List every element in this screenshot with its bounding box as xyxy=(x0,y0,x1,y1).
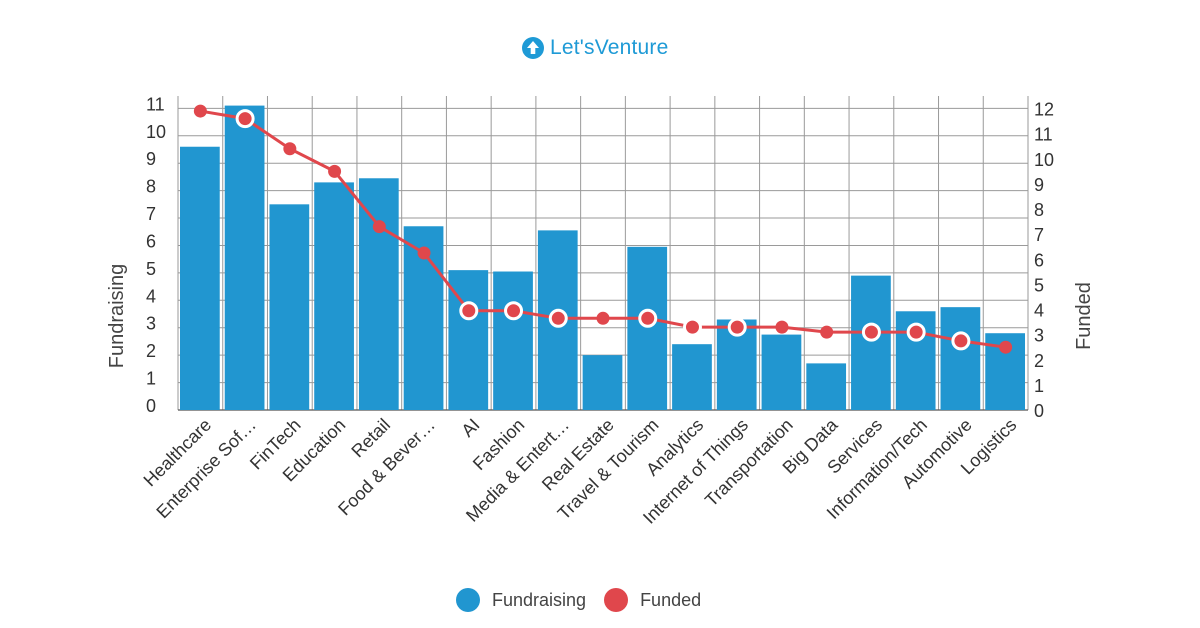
point-analytics xyxy=(682,317,702,337)
chart-legend: Fundraising Funded xyxy=(456,588,719,612)
point-travel-tourism xyxy=(638,308,658,328)
bar-enterprise-sof xyxy=(224,105,265,410)
y-left-tick-label: 2 xyxy=(146,341,156,361)
legend-label-fundraising: Fundraising xyxy=(492,589,587,610)
y-left-axis-title: Fundraising xyxy=(106,264,128,369)
bar-analytics xyxy=(672,344,712,410)
y-right-tick-label: 5 xyxy=(1034,275,1044,295)
point-real-estate xyxy=(596,311,610,325)
brand-name: Let'sVenture xyxy=(550,36,669,59)
brand-logo: Let'sVenture xyxy=(522,32,669,64)
y-right-tick-label: 3 xyxy=(1034,326,1044,346)
up-arrow-icon xyxy=(522,37,544,59)
bar-automotive xyxy=(940,307,981,410)
y-right-tick-label: 7 xyxy=(1034,225,1044,245)
bar-healthcare xyxy=(180,146,220,410)
point-big-data xyxy=(820,325,834,339)
y-right-tick-label: 2 xyxy=(1034,351,1044,371)
funded-points xyxy=(193,104,1013,354)
point-retail xyxy=(372,220,386,234)
point-automotive xyxy=(951,331,971,351)
y-left-tick-label: 11 xyxy=(146,94,165,114)
point-food-bever xyxy=(417,246,431,260)
y-left-tick-label: 5 xyxy=(146,259,156,279)
point-enterprise-sof xyxy=(235,109,255,129)
y-left-tick-label: 8 xyxy=(146,177,156,197)
y-right-tick-label: 11 xyxy=(1034,125,1053,145)
point-transportation xyxy=(775,320,789,334)
legend-label-funded: Funded xyxy=(640,589,702,610)
y-left-tick-label: 3 xyxy=(146,314,156,334)
fundraising-bars xyxy=(180,105,1025,410)
bar-big-data xyxy=(806,363,847,410)
y-left-tick-label: 6 xyxy=(146,231,156,251)
point-fashion xyxy=(504,301,524,321)
legend-swatch-funded xyxy=(604,588,629,612)
bar-fashion xyxy=(493,271,533,410)
point-media-entert xyxy=(548,308,568,328)
point-fintech xyxy=(283,142,297,156)
y-left-tick-label: 9 xyxy=(146,149,156,169)
legend-swatch-fundraising xyxy=(456,588,480,612)
bar-fintech xyxy=(269,204,310,410)
bar-real-estate xyxy=(582,355,623,410)
y-right-tick-label: 10 xyxy=(1034,150,1054,170)
point-internet-of-things xyxy=(727,317,747,337)
y-right-tick-label: 0 xyxy=(1034,401,1044,421)
y-left-tick-label: 1 xyxy=(146,369,156,389)
point-services xyxy=(861,322,881,342)
y-right-tick-label: 4 xyxy=(1034,301,1044,321)
y-left-tick-label: 7 xyxy=(146,204,156,224)
y-right-tick-label: 8 xyxy=(1034,200,1044,220)
y-left-tick-label: 10 xyxy=(146,122,166,142)
y-right-tick-label: 12 xyxy=(1034,100,1054,120)
bar-retail xyxy=(358,178,399,410)
y-left-tick-labels: 0 1 2 3 4 5 6 7 8 9 10 11 xyxy=(146,94,166,416)
point-healthcare xyxy=(193,104,207,118)
y-left-tick-label: 4 xyxy=(146,286,156,306)
point-logistics xyxy=(999,340,1013,354)
y-left-tick-label: 0 xyxy=(146,396,156,416)
y-right-axis-title: Funded xyxy=(1073,282,1095,350)
bar-transportation xyxy=(761,334,802,410)
bar-travel-tourism xyxy=(627,246,668,410)
legend-item-fundraising: Fundraising xyxy=(456,588,586,612)
legend-item-funded: Funded xyxy=(604,588,701,612)
y-right-tick-label: 9 xyxy=(1034,175,1044,195)
point-information-tech xyxy=(906,322,926,342)
point-ai xyxy=(459,301,479,321)
y-right-tick-label: 1 xyxy=(1034,376,1044,396)
point-education xyxy=(328,164,342,178)
y-right-tick-label: 6 xyxy=(1034,250,1044,270)
bar-education xyxy=(314,182,354,410)
x-tick-label-ai: AI xyxy=(457,415,483,441)
bar-services xyxy=(851,275,891,410)
